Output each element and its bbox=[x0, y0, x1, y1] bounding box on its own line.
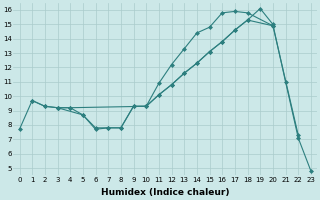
X-axis label: Humidex (Indice chaleur): Humidex (Indice chaleur) bbox=[101, 188, 229, 197]
